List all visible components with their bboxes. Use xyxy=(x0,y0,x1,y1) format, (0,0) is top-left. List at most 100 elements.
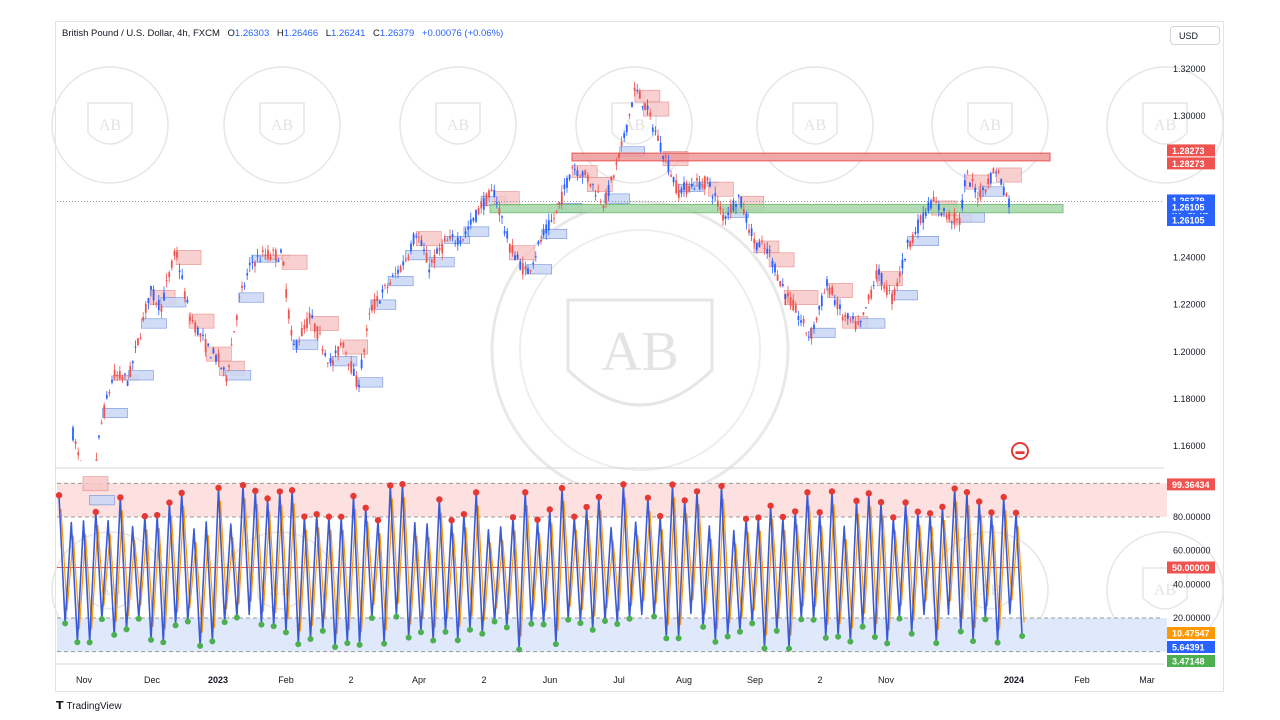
candle-body xyxy=(365,328,368,331)
watermark-text-large: AB xyxy=(601,321,679,383)
demand-box xyxy=(160,297,187,308)
candle-body xyxy=(256,255,259,257)
oversold-dot xyxy=(86,639,93,646)
osc-main-label: 5.64391 xyxy=(1172,643,1205,653)
candle-body xyxy=(152,289,155,301)
candle-body xyxy=(100,422,103,424)
candle-body xyxy=(462,239,464,241)
candle-body xyxy=(592,183,594,185)
watermark-shield xyxy=(1142,102,1188,145)
candle-body xyxy=(563,184,566,189)
candle-body xyxy=(108,391,111,394)
oversold-dot xyxy=(798,616,805,623)
candle-body xyxy=(982,187,984,191)
candle-body xyxy=(238,296,241,298)
candle-body xyxy=(181,275,184,279)
support-label: 1.26105 xyxy=(1172,203,1205,213)
watermark-text: AB xyxy=(447,117,469,134)
candle-body xyxy=(810,328,813,340)
oversold-dot xyxy=(761,645,768,652)
candle-body xyxy=(508,244,511,253)
candle-body xyxy=(558,202,561,205)
tradingview-logo[interactable]: 𝗧 TradingView xyxy=(56,699,122,712)
watermark-seal xyxy=(51,66,169,184)
overbought-dot xyxy=(975,498,983,505)
candle-body xyxy=(308,313,311,319)
candle-body xyxy=(865,307,867,309)
candle-body xyxy=(1005,193,1008,197)
candle-body xyxy=(753,238,756,244)
candle-body xyxy=(259,261,262,263)
candle-body xyxy=(823,292,826,294)
price-tick-label: 1.30000 xyxy=(1173,111,1206,121)
us-event-flag-icon[interactable]: ▬ xyxy=(1011,442,1029,460)
candle-body xyxy=(805,332,808,334)
candle-body xyxy=(285,289,288,298)
high-label: H xyxy=(276,28,284,39)
demand-box xyxy=(387,276,414,287)
candle-body xyxy=(550,220,553,222)
oscillator-tick-label: 60.00000 xyxy=(1173,546,1211,556)
osc-min-label-bg xyxy=(1167,655,1215,667)
watermark-shield xyxy=(967,102,1013,145)
oversold-dot xyxy=(871,633,878,640)
candle-body xyxy=(735,204,737,207)
support-label-2-bg xyxy=(1167,214,1215,227)
overbought-dot xyxy=(890,514,897,521)
oversold-dot xyxy=(184,618,191,625)
candle-body xyxy=(209,357,212,359)
candle-body xyxy=(217,353,220,362)
candle-body xyxy=(690,183,693,187)
candle-body xyxy=(319,332,321,334)
price-tick-label: 1.22000 xyxy=(1173,300,1206,310)
candle-body xyxy=(342,342,345,348)
candle-body xyxy=(527,268,529,275)
oversold-dot xyxy=(74,639,81,646)
candle-body xyxy=(696,177,698,181)
candle-body xyxy=(989,173,992,184)
candle-body xyxy=(654,130,657,132)
oversold-dot xyxy=(528,620,535,627)
oversold-dot xyxy=(295,641,302,648)
candle-body xyxy=(363,349,366,352)
oversold-dot xyxy=(736,628,743,635)
candle-body xyxy=(459,240,462,244)
candle-body xyxy=(644,103,646,110)
open-value: 1.26303 xyxy=(234,28,270,39)
price-candles xyxy=(72,81,1010,461)
candle-body xyxy=(290,329,293,336)
candle-body xyxy=(672,177,675,183)
candle-body xyxy=(748,229,750,233)
candle-body xyxy=(378,300,381,304)
overbought-dot xyxy=(718,482,725,490)
candle-body xyxy=(540,239,542,242)
candle-body xyxy=(566,177,568,188)
overbought-dot xyxy=(374,516,382,524)
oversold-dot xyxy=(552,641,559,648)
candle-body xyxy=(170,260,173,268)
candle-body xyxy=(407,257,410,259)
candle-body xyxy=(979,189,982,199)
candle-body xyxy=(636,89,639,91)
overbought-dot xyxy=(693,488,701,495)
candle-body xyxy=(464,231,467,235)
candle-body xyxy=(766,248,769,254)
brand-name: TradingView xyxy=(66,701,122,712)
supply-box xyxy=(783,290,819,305)
overbought-dot xyxy=(620,481,627,488)
candle-body xyxy=(683,182,685,190)
demand-box xyxy=(238,292,265,303)
oversold-dot xyxy=(332,644,339,651)
currency-button[interactable]: USD xyxy=(1170,26,1220,45)
candle-body xyxy=(524,266,527,270)
candle-body xyxy=(438,247,441,251)
candle-body xyxy=(303,324,306,329)
candle-body xyxy=(961,199,964,209)
demand-box xyxy=(526,264,552,275)
candle-body xyxy=(597,191,600,193)
candle-body xyxy=(758,242,761,248)
overbought-dot xyxy=(742,515,750,523)
resistance-label-2: 1.28273 xyxy=(1172,159,1205,169)
x-tick-label: 2 xyxy=(817,675,822,685)
